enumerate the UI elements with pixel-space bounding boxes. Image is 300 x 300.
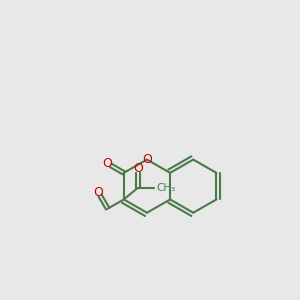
Text: O: O	[93, 186, 103, 199]
Text: O: O	[102, 157, 112, 170]
Text: O: O	[133, 162, 143, 175]
Text: O: O	[142, 153, 152, 166]
Text: CH₃: CH₃	[156, 183, 176, 193]
